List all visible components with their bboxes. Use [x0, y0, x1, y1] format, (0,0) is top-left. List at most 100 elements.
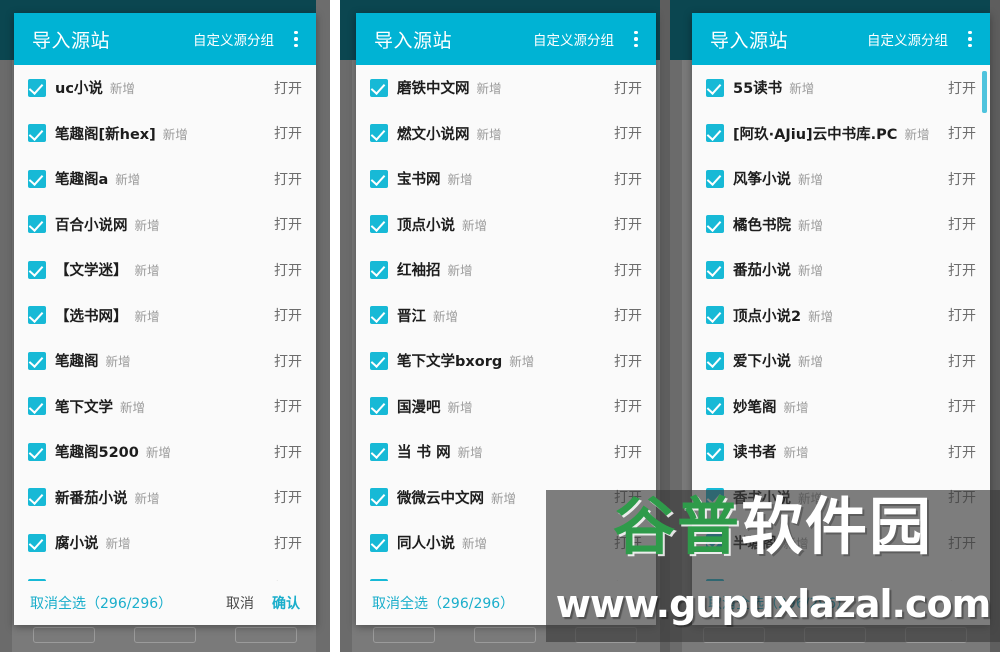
checkbox-checked-icon[interactable] — [370, 533, 388, 552]
checkbox-checked-icon[interactable] — [706, 442, 724, 461]
checkbox-checked-icon[interactable] — [370, 169, 388, 188]
open-button[interactable]: 打开 — [948, 217, 976, 234]
open-button[interactable]: 打开 — [948, 490, 976, 507]
source-list-item[interactable]: 橘色书院 新增 打开 — [692, 202, 990, 248]
open-button[interactable]: 打开 — [614, 399, 642, 416]
source-list-item[interactable]: 笔下文学 新增 打开 — [14, 384, 316, 430]
open-button[interactable]: 打开 — [948, 171, 976, 188]
source-list-item[interactable]: 读书者 新增 打开 — [692, 429, 990, 475]
cancel-button[interactable]: 取消 — [226, 596, 254, 612]
source-list-item[interactable]: 风筝小说 新增 打开 — [692, 156, 990, 202]
source-list-item[interactable]: 宝书网 新增 打开 — [356, 156, 656, 202]
deselect-all-button[interactable]: 取消全选（296/296） — [708, 596, 851, 612]
open-button[interactable]: 打开 — [948, 126, 976, 143]
open-button[interactable]: 打开 — [274, 80, 302, 97]
source-list-item[interactable]: 红袖招 新增 打开 — [356, 247, 656, 293]
deselect-all-button[interactable]: 取消全选（296/296） — [372, 596, 515, 612]
checkbox-checked-icon[interactable] — [706, 306, 724, 325]
checkbox-checked-icon[interactable] — [370, 124, 388, 143]
source-list-item[interactable]: 【文学迷】 新增 打开 — [14, 247, 316, 293]
source-list-item[interactable]: 55读书 新增 打开 — [692, 65, 990, 111]
open-button[interactable]: 打开 — [274, 308, 302, 325]
scrollbar-track[interactable] — [982, 65, 987, 581]
source-list-item[interactable]: 笔下文学bxorg 新增 打开 — [356, 338, 656, 384]
source-list-item[interactable]: 当 书 网新增 打开 — [356, 429, 656, 475]
custom-source-group-button[interactable]: 自定义源分组 — [533, 33, 614, 49]
checkbox-checked-icon[interactable] — [370, 215, 388, 234]
checkbox-checked-icon[interactable] — [28, 169, 46, 188]
custom-source-group-button[interactable]: 自定义源分组 — [867, 33, 948, 49]
checkbox-checked-icon[interactable] — [370, 442, 388, 461]
source-list-item[interactable]: 同人小说 新增 打开 — [356, 520, 656, 566]
open-button[interactable]: 打开 — [274, 490, 302, 507]
source-list-item[interactable]: 香书小说 新增 打开 — [692, 475, 990, 521]
checkbox-checked-icon[interactable] — [706, 124, 724, 143]
open-button[interactable]: 打开 — [264, 578, 302, 581]
checkbox-checked-icon[interactable] — [28, 260, 46, 279]
checkbox-checked-icon[interactable] — [370, 78, 388, 97]
checkbox-checked-icon[interactable] — [706, 169, 724, 188]
open-button[interactable]: 打开 — [274, 171, 302, 188]
source-list-item[interactable]: 爱下小说 新增 打开 — [692, 338, 990, 384]
checkbox-checked-icon[interactable] — [706, 260, 724, 279]
checkbox-checked-icon[interactable] — [28, 124, 46, 143]
open-button[interactable]: 打开 — [948, 262, 976, 279]
scrollbar-thumb[interactable] — [982, 71, 987, 113]
checkbox-checked-icon[interactable] — [370, 351, 388, 370]
checkbox-checked-icon[interactable] — [706, 215, 724, 234]
source-list-item[interactable]: 国漫吧 新增 打开 — [356, 384, 656, 430]
source-list-item[interactable]: 半塘阁 新增 打开 — [692, 520, 990, 566]
open-button[interactable]: 打开 — [614, 490, 642, 507]
source-list-item[interactable]: 笔趣阁 新增 打开 — [14, 338, 316, 384]
open-button[interactable]: 打开 — [274, 126, 302, 143]
open-button[interactable]: 打开 — [614, 535, 642, 552]
open-button[interactable]: 打开 — [274, 444, 302, 461]
source-list-item[interactable]: 晋江 新增 打开 — [356, 293, 656, 339]
checkbox-checked-icon[interactable] — [370, 260, 388, 279]
source-list-item[interactable]: 【选书网】 新增 打开 — [14, 293, 316, 339]
open-button[interactable]: 打开 — [614, 171, 642, 188]
source-list[interactable]: 磨铁中文网 新增 打开 燃文小说网 新增 打开 宝书网 新增 打开 顶点小说 新增 打开 红袖招 新增 打开… — [356, 65, 656, 581]
checkbox-checked-icon[interactable] — [370, 397, 388, 416]
open-button[interactable]: 打开 — [274, 262, 302, 279]
open-button[interactable]: 打开 — [614, 353, 642, 370]
more-vertical-icon[interactable] — [962, 29, 978, 49]
checkbox-checked-icon[interactable] — [28, 306, 46, 325]
open-button[interactable]: 打开 — [614, 262, 642, 279]
open-button[interactable]: 打开 — [274, 535, 302, 552]
open-button[interactable]: 打开 — [614, 217, 642, 234]
source-list-item[interactable]: 顶点小说 新增 打开 — [356, 202, 656, 248]
open-button[interactable]: 打开 — [948, 399, 976, 416]
checkbox-checked-icon[interactable] — [28, 397, 46, 416]
open-button[interactable]: 打开 — [614, 80, 642, 97]
checkbox-checked-icon[interactable] — [706, 351, 724, 370]
checkbox-checked-icon[interactable] — [370, 488, 388, 507]
open-button[interactable]: 打开 — [948, 308, 976, 325]
open-button[interactable]: 打开 — [614, 444, 642, 461]
source-list-item[interactable]: uc小说 新增 打开 — [14, 65, 316, 111]
open-button[interactable]: 打开 — [274, 353, 302, 370]
open-button[interactable]: 打开 — [604, 578, 642, 581]
source-list-item[interactable]: 笔趣阁[新hex] 新增 打开 — [14, 111, 316, 157]
source-list-item[interactable]: 顶点小说2 新增 打开 — [692, 293, 990, 339]
source-list-item[interactable]: 腐小说 新增 打开 — [14, 520, 316, 566]
checkbox-checked-icon[interactable] — [706, 533, 724, 552]
source-list-item[interactable]: 微微云中文网 新增 打开 — [356, 475, 656, 521]
open-button[interactable]: 打开 — [948, 80, 976, 97]
confirm-button[interactable]: 确认 — [272, 596, 300, 612]
checkbox-checked-icon[interactable] — [28, 488, 46, 507]
deselect-all-button[interactable]: 取消全选（296/296） — [30, 596, 173, 612]
open-button[interactable]: 打开 — [948, 444, 976, 461]
source-list-item[interactable]: 百合小说网 新增 打开 — [14, 202, 316, 248]
open-button[interactable]: 打开 — [948, 535, 976, 552]
checkbox-checked-icon[interactable] — [706, 488, 724, 507]
more-vertical-icon[interactable] — [288, 29, 304, 49]
open-button[interactable]: 打开 — [274, 217, 302, 234]
checkbox-checked-icon[interactable] — [28, 533, 46, 552]
checkbox-checked-icon[interactable] — [706, 579, 724, 581]
checkbox-checked-icon[interactable] — [28, 78, 46, 97]
source-list-item[interactable]: [阿玖·AJiu]云中书库.PC 新增 打开 — [692, 111, 990, 157]
checkbox-checked-icon[interactable] — [370, 306, 388, 325]
